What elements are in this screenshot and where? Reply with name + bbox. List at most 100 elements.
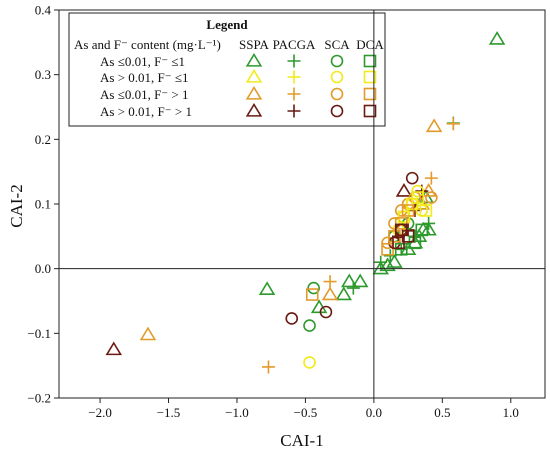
data-point-dca-square	[388, 230, 401, 243]
legend-row-label: As ≤0.01, F⁻ > 1	[100, 87, 189, 102]
y-tick-label: 0.0	[35, 261, 51, 276]
legend-row-label: As ≤0.01, F⁻ ≤1	[100, 54, 185, 69]
legend-symbol-pacga-plus	[287, 54, 301, 68]
data-point-dca-square	[394, 242, 408, 256]
axes: −2.0 −1.5 −1.0 −0.5 0.0 0.5 1.0 −0.2 −0.1 0.0 0.1…	[7, 3, 546, 450]
data-point-sca-circle	[405, 171, 419, 185]
data-point-sspa-triangle	[105, 341, 122, 356]
y-axis-ticks: −0.2 −0.1 0.0 0.1 0.2 0.3 0.4	[27, 3, 59, 406]
data-point-pacga-plus	[408, 203, 422, 217]
legend-symbol-sspa-triangle	[245, 68, 263, 83]
data-point-sspa-triangle	[372, 260, 389, 275]
legend-symbol-pacga-plus	[287, 87, 301, 101]
legend-symbol-sca-circle	[330, 54, 344, 68]
data-point-pacga-plus	[346, 281, 360, 295]
data-point-sspa-triangle	[310, 299, 328, 314]
data-point-sca-circle	[303, 319, 316, 332]
x-tick-label: 1.0	[503, 405, 519, 420]
data-point-sca-circle	[411, 184, 424, 198]
x-axis-label: CAI-1	[280, 431, 323, 450]
data-point-dca-square	[415, 223, 429, 237]
y-tick-label: 0.1	[35, 197, 51, 212]
data-point-sspa-triangle	[395, 183, 413, 197]
data-point-sca-circle	[388, 217, 401, 230]
data-point-sspa-triangle	[321, 286, 339, 301]
data-point-sspa-triangle	[420, 221, 437, 236]
data-point-dca-square	[381, 242, 394, 256]
x-tick-label: −1.0	[225, 405, 249, 420]
data-point-sca-circle	[401, 217, 415, 230]
y-axis-label: CAI-2	[7, 184, 26, 227]
data-point-pacga-plus	[422, 216, 436, 230]
data-point-sspa-triangle	[258, 281, 276, 296]
y-tick-label: −0.2	[27, 391, 51, 406]
legend-method-sspa: SSPA	[239, 37, 269, 52]
data-point-pacga-plus	[408, 229, 422, 243]
data-point-sca-circle	[303, 356, 316, 369]
legend-symbol-sca-circle	[330, 87, 344, 101]
data-point-dca-square	[394, 217, 408, 230]
data-point-pacga-plus	[383, 249, 397, 263]
legend-row-label: As > 0.01, F⁻ > 1	[100, 104, 192, 119]
data-point-pacga-plus	[261, 360, 275, 374]
legend: Legend As and F⁻ content (mg·L⁻¹) SSPA P…	[68, 12, 386, 127]
y-tick-label: 0.3	[35, 67, 51, 82]
data-point-sspa-triangle	[340, 273, 358, 288]
data-point-pacga-plus	[446, 117, 460, 131]
x-tick-label: −0.5	[294, 405, 318, 420]
data-point-sspa-triangle	[420, 183, 437, 197]
data-point-dca-square	[305, 288, 319, 301]
y-tick-label: −0.1	[27, 326, 51, 341]
data-point-sspa-triangle	[379, 257, 396, 272]
legend-title: Legend	[206, 17, 248, 32]
x-tick-label: 0.0	[366, 405, 382, 420]
data-point-dca-square	[401, 204, 415, 217]
data-point-sspa-triangle	[351, 273, 369, 288]
legend-header: As and F⁻ content (mg·L⁻¹)	[74, 37, 221, 52]
legend-method-sca: SCA	[324, 37, 350, 52]
x-tick-label: −2.0	[88, 405, 112, 420]
data-point-dca-square	[408, 236, 422, 250]
data-point-dca-square	[397, 210, 411, 224]
legend-symbol-sspa-triangle	[245, 102, 263, 117]
data-point-dca-square	[411, 191, 424, 204]
x-axis-ticks: −2.0 −1.5 −1.0 −0.5 0.0 0.5 1.0	[88, 398, 519, 420]
data-point-sca-circle	[408, 191, 422, 204]
legend-row-label: As > 0.01, F⁻ ≤1	[100, 70, 189, 85]
x-tick-label: 0.5	[434, 405, 450, 420]
legend-symbol-dca-square	[363, 54, 377, 68]
legend-method-pacga: PACGA	[273, 37, 316, 52]
data-point-sca-circle	[319, 305, 333, 319]
legend-symbol-sca-circle	[330, 70, 344, 84]
data-point-sca-circle	[307, 281, 320, 295]
data-points	[105, 31, 506, 374]
legend-symbol-dca-square	[363, 104, 377, 118]
data-point-pacga-plus	[394, 242, 408, 256]
data-point-pacga-plus	[374, 255, 388, 269]
data-point-dca-square	[401, 230, 415, 243]
y-tick-label: 0.2	[35, 132, 51, 147]
legend-symbol-pacga-plus	[287, 104, 301, 118]
data-point-sspa-triangle	[488, 31, 506, 45]
data-point-sspa-triangle	[425, 118, 443, 133]
data-point-pacga-plus	[424, 171, 438, 185]
legend-symbol-pacga-plus	[287, 70, 301, 84]
data-point-dca-square	[394, 223, 408, 237]
legend-method-dca: DCA	[356, 37, 384, 52]
data-point-sspa-triangle	[335, 286, 352, 301]
data-point-pacga-plus	[323, 275, 337, 289]
y-tick-label: 0.4	[35, 3, 52, 18]
legend-symbol-sca-circle	[330, 104, 344, 118]
data-point-sspa-triangle	[139, 326, 157, 341]
legend-symbols	[245, 52, 377, 118]
legend-symbol-dca-square	[363, 87, 377, 101]
legend-symbol-sspa-triangle	[245, 85, 263, 100]
legend-symbol-sspa-triangle	[245, 52, 263, 67]
x-tick-label: −1.5	[157, 405, 181, 420]
data-point-sca-circle	[394, 204, 408, 217]
data-point-dca-square	[392, 236, 405, 250]
data-point-sca-circle	[285, 312, 299, 325]
legend-symbol-dca-square	[363, 70, 377, 84]
